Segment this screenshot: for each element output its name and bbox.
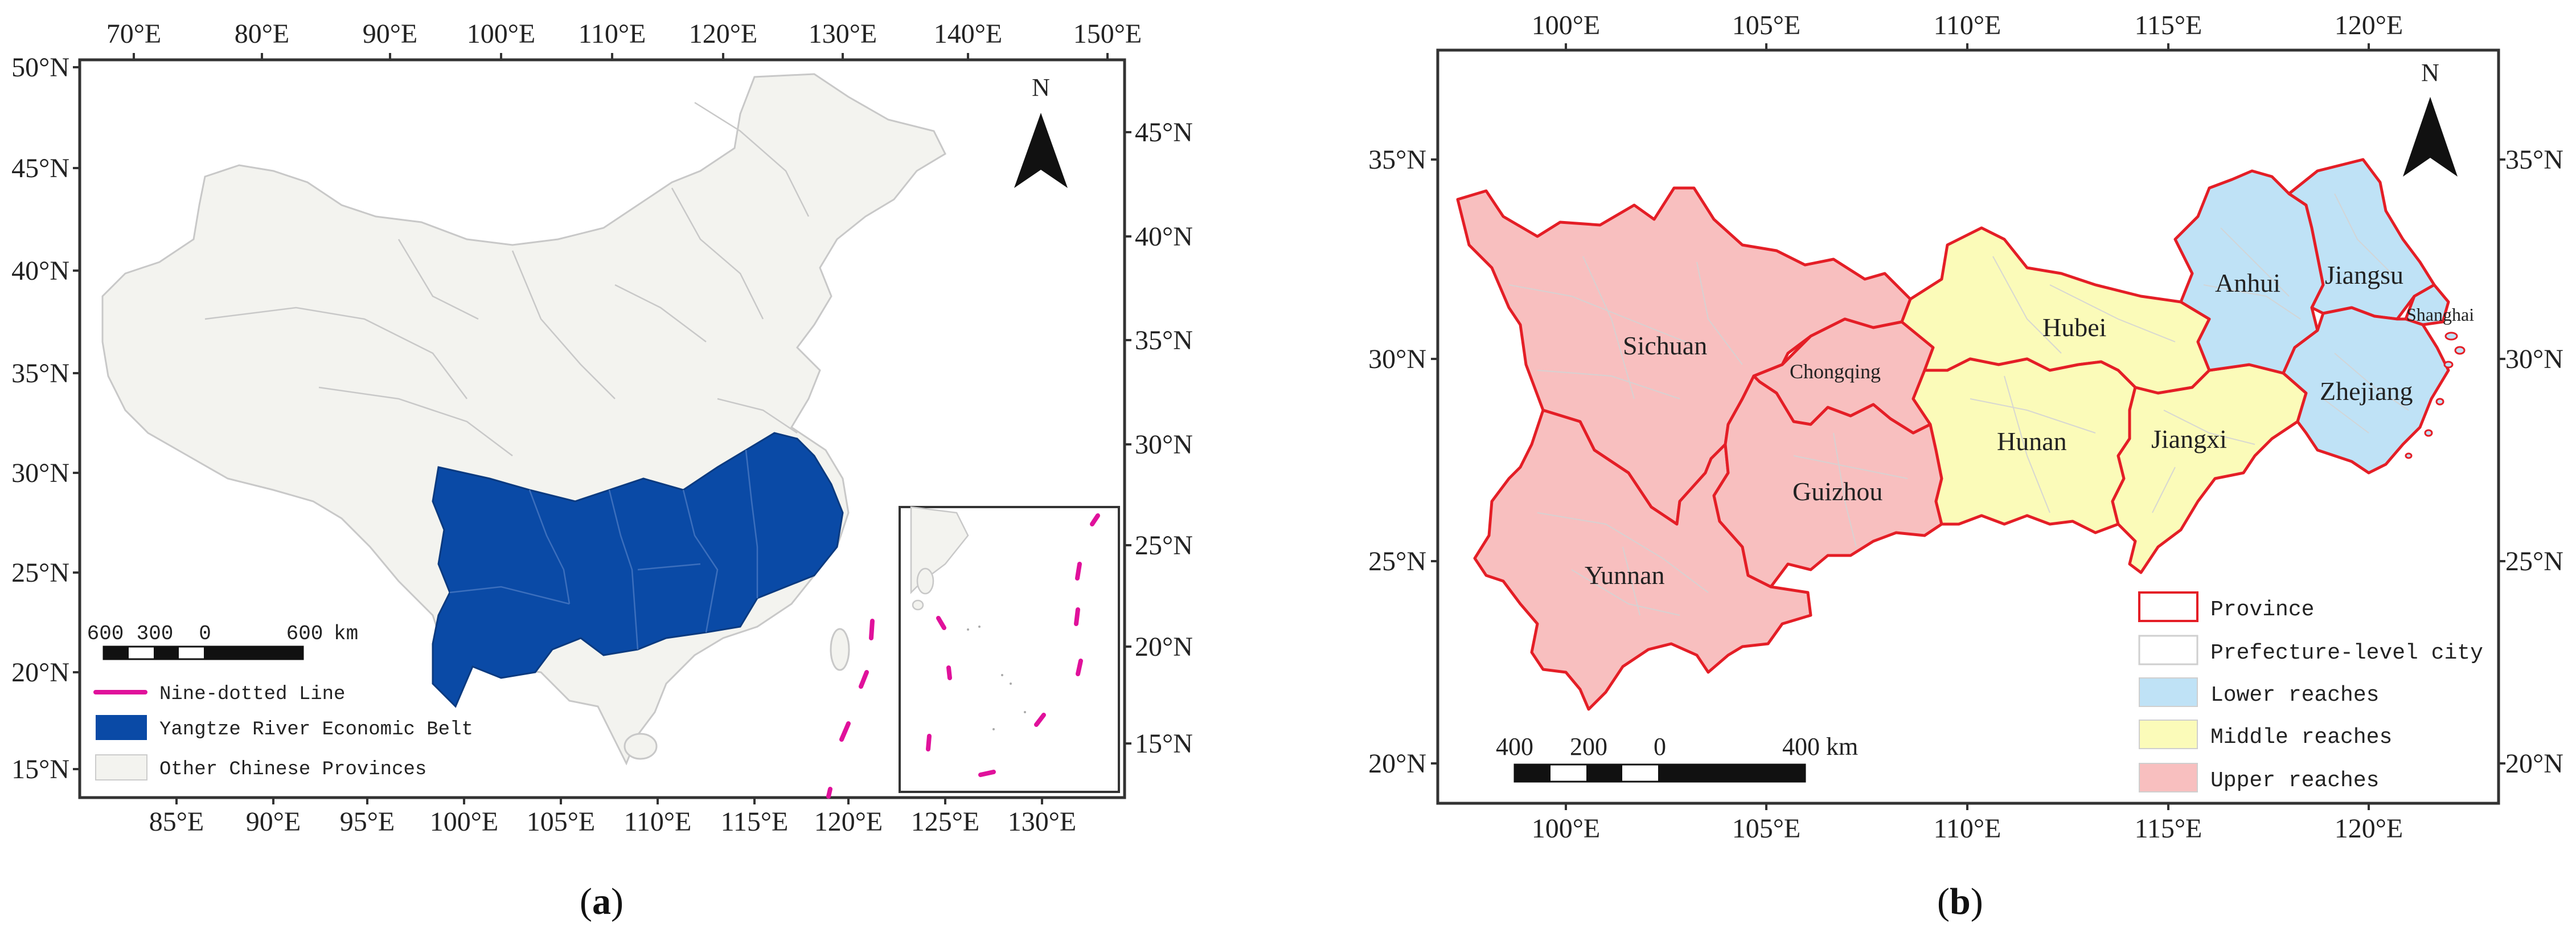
a-top-tick-label: 120°E [689,19,758,49]
legend-swatch-ryeb [96,715,147,740]
a-bottom-tick-label: 100°E [430,807,499,837]
caption-a-open: ( [580,881,592,922]
panel-a-top-ticks: 70°E 80°E 90°E 100°E 110°E 120°E 130°E 1… [106,19,1142,60]
a-top-tick-label: 140°E [934,19,1003,49]
a-right-tick-label: 15°N [1135,729,1193,759]
a-left-tick-label: 30°N [11,458,69,488]
panel-a-scale-bar: 600 300 0 600 km [87,622,358,660]
a-right-tick-label: 25°N [1135,530,1193,561]
a-bottom-tick-label: 115°E [721,807,789,837]
a-bottom-tick-label: 110°E [624,807,692,837]
a-left-tick-label: 25°N [11,558,69,588]
a-top-tick-label: 110°E [579,19,646,49]
caption-b-letter: b [1949,881,1971,922]
hainan-island [624,733,658,760]
a-scale-label: 0 [199,622,211,645]
a-bottom-tick-label: 90°E [246,807,301,837]
a-top-tick-label: 90°E [363,19,418,49]
north-arrow-icon [1014,113,1068,188]
a-top-tick-label: 150°E [1073,19,1142,49]
legend-swatch-other [95,754,147,780]
panel-a-inset [899,506,1120,793]
inset-nine-dash [926,513,1100,777]
panel-a-legend: Nine-dotted Line Yangtze River Economic … [93,684,473,780]
a-left-tick-label: 15°N [11,754,69,784]
a-left-tick-label: 20°N [11,657,69,688]
panel-a-bottom-ticks: 85°E 90°E 95°E 100°E 105°E 110°E 115°E 1… [149,798,1077,837]
ryeb-internal-borders [449,449,758,650]
caption-a: (a) [580,880,624,923]
caption-b: (b) [1937,880,1983,923]
a-top-tick-label: 70°E [106,19,162,49]
a-bottom-tick-label: 130°E [1008,807,1077,837]
main-nine-dash-line [826,619,875,799]
a-right-tick-label: 35°N [1135,325,1193,355]
caption-a-close: ) [610,881,624,922]
a-right-tick-label: 20°N [1135,632,1193,662]
a-scale-label: km [334,622,358,645]
a-right-tick-label: 40°N [1135,222,1193,252]
a-north-label: N [1032,73,1050,101]
taiwan-island [830,628,850,671]
a-left-tick-label: 35°N [11,358,69,389]
a-left-tick-label: 45°N [11,153,69,183]
a-bottom-tick-label: 105°E [527,807,596,837]
panel-a-left-ticks: 50°N 45°N 40°N 35°N 30°N 25°N 20°N 15°N [11,52,80,784]
a-scale-label: 600 [286,622,323,645]
a-bottom-tick-label: 95°E [340,807,395,837]
a-top-tick-label: 80°E [235,19,290,49]
a-bottom-tick-label: 85°E [149,807,204,837]
a-bottom-tick-label: 120°E [814,807,883,837]
panel-a-north-arrow: N [1014,73,1068,188]
caption-b-open: ( [1937,881,1950,922]
caption-a-letter: a [592,881,611,922]
caption-b-close: ) [1970,881,1983,922]
a-scale-label: 600 [87,622,124,645]
legend-label-ryeb: Yangtze River Economic Belt [159,719,473,741]
a-top-tick-label: 130°E [809,19,877,49]
a-bottom-tick-label: 125°E [911,807,980,837]
legend-label-nine-dash: Nine-dotted Line [159,684,345,705]
a-left-tick-label: 50°N [11,52,69,83]
panel-a-right-ticks: 45°N 40°N 35°N 30°N 25°N 20°N 15°N [1125,117,1193,759]
a-top-tick-label: 100°E [467,19,536,49]
a-right-tick-label: 30°N [1135,430,1193,460]
legend-label-other: Other Chinese Provinces [159,759,426,780]
a-left-tick-label: 40°N [11,256,69,286]
a-scale-label: 300 [137,622,174,645]
a-right-tick-label: 45°N [1135,117,1193,148]
